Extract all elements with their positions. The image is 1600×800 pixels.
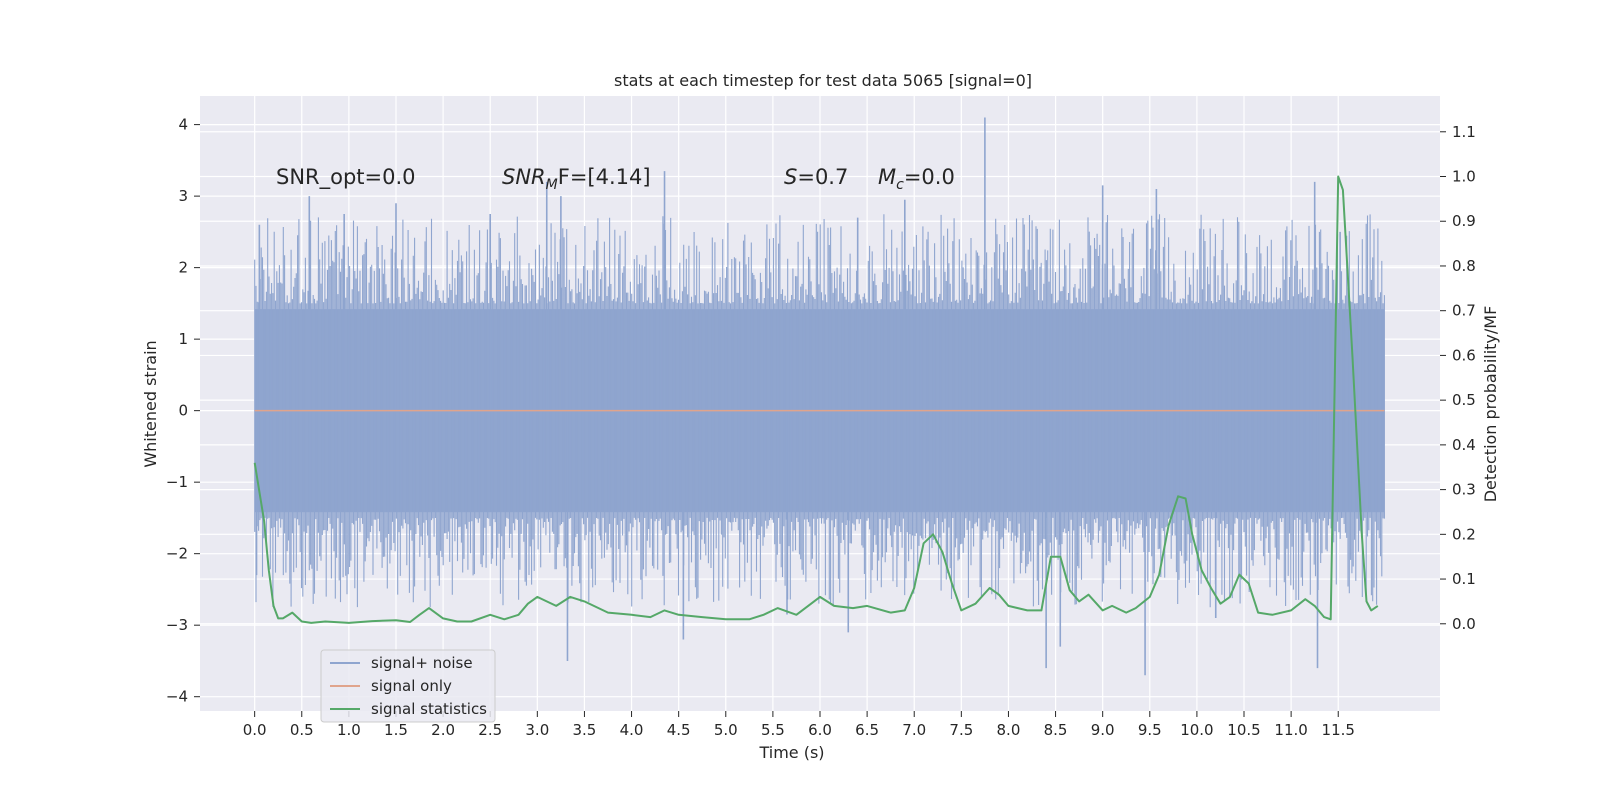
legend-box: [320, 649, 496, 723]
x-tick-label-3: 1.5: [384, 721, 408, 739]
y-left-tick-label-4: 0: [178, 402, 188, 420]
y-right-tick-label-7: 0.7: [1452, 302, 1476, 320]
legend-label-signal-noise: signal+ noise: [371, 654, 473, 672]
x-tick-label-21: 10.5: [1227, 721, 1260, 739]
annotation-mc-main: M: [878, 165, 896, 189]
signal-statistics-line: [253, 175, 1379, 624]
legend-label-signal-only: signal only: [371, 677, 452, 695]
y-right-tick-label-11: 1.1: [1452, 123, 1476, 141]
chart-title: stats at each timestep for test data 506…: [614, 71, 1032, 90]
x-tick-label-22: 11.0: [1274, 721, 1307, 739]
annotation-s-tail: =0.7: [797, 165, 848, 189]
x-tick-label-11: 5.5: [761, 721, 785, 739]
x-tick-label-7: 3.5: [573, 721, 597, 739]
y-right-tick-label-6: 0.6: [1452, 346, 1476, 364]
x-tick-label-20: 10.0: [1180, 721, 1213, 739]
y-left-tick-label-2: −2: [166, 545, 188, 563]
x-tick-label-0: 0.0: [243, 721, 267, 739]
x-tick-label-23: 11.5: [1322, 721, 1355, 739]
x-tick-label-12: 6.0: [808, 721, 832, 739]
annotation-snr-opt: SNR_opt=0.0: [276, 165, 416, 190]
annotation-snr-mf: SNRMF=[4.14]: [502, 165, 651, 193]
x-tick-label-15: 7.5: [949, 721, 973, 739]
annotation-snr-mf-sub: M: [546, 177, 558, 193]
y-left-tick-label-3: −1: [166, 473, 188, 491]
y-right-tick-label-10: 1.0: [1452, 168, 1476, 186]
y-left-tick-label-5: 1: [178, 330, 188, 348]
y-left-axis-ticks: −4 −3 −2 −1 0 1 2 3 4: [166, 116, 200, 706]
noise-excursions: [254, 214, 1385, 608]
x-axis-label: Time (s): [758, 743, 824, 762]
x-tick-label-18: 9.0: [1091, 721, 1115, 739]
x-tick-label-17: 8.5: [1044, 721, 1068, 739]
y-right-tick-label-3: 0.3: [1452, 481, 1476, 499]
y-left-axis-label: Whitened strain: [141, 340, 160, 467]
x-tick-label-9: 4.5: [667, 721, 691, 739]
y-right-tick-label-5: 0.5: [1452, 391, 1476, 409]
y-left-tick-label-7: 3: [178, 187, 188, 205]
annotation-mc: Mc=0.0: [878, 165, 955, 193]
annotation-mc-tail: =0.0: [904, 165, 955, 189]
x-tick-label-5: 2.5: [478, 721, 502, 739]
x-tick-label-14: 7.0: [902, 721, 926, 739]
y-left-tick-label-6: 2: [178, 259, 188, 277]
x-tick-label-16: 8.0: [997, 721, 1021, 739]
x-tick-label-13: 6.5: [855, 721, 879, 739]
annotation-s-main: S: [784, 165, 797, 189]
x-tick-label-19: 9.5: [1138, 721, 1162, 739]
y-left-tick-label-0: −4: [166, 688, 188, 706]
y-right-tick-label-9: 0.9: [1452, 212, 1476, 230]
legend: signal+ noise signal only signal statist…: [320, 649, 496, 723]
annotation-snr-mf-main: SNR: [502, 165, 546, 189]
x-tick-label-4: 2.0: [431, 721, 455, 739]
y-right-axis-ticks: 0.0 0.1 0.2 0.3 0.4 0.5 0.6 0.7 0.8 0.9 1.0 1.1: [1440, 123, 1476, 633]
y-left-tick-label-8: 4: [178, 116, 188, 134]
x-axis-ticks: 0.0 0.5 1.0 1.5 2.0 2.5 3.0 3.5 4.0 4.5 5.0 5.5 6.0 6…: [243, 711, 1355, 739]
y-right-tick-label-4: 0.4: [1452, 436, 1476, 454]
y-right-tick-label-0: 0.0: [1452, 615, 1476, 633]
annotation-snr-mf-tail: F=[4.14]: [558, 165, 651, 189]
y-right-tick-label-1: 0.1: [1452, 570, 1476, 588]
signal-statistics-series: [253, 175, 1379, 624]
annotation-mc-sub: c: [896, 177, 904, 193]
x-tick-label-6: 3.0: [525, 721, 549, 739]
y-right-tick-label-8: 0.8: [1452, 257, 1476, 275]
x-tick-label-1: 0.5: [290, 721, 314, 739]
annotation-s: S=0.7: [784, 165, 848, 189]
y-right-tick-label-2: 0.2: [1452, 525, 1476, 543]
x-tick-label-2: 1.0: [337, 721, 361, 739]
y-left-tick-label-1: −3: [166, 616, 188, 634]
x-tick-label-10: 5.0: [714, 721, 738, 739]
y-right-axis-label: Detection probability/MF: [1481, 306, 1500, 503]
legend-label-signal-statistics: signal statistics: [371, 700, 487, 718]
x-tick-label-8: 4.0: [620, 721, 644, 739]
